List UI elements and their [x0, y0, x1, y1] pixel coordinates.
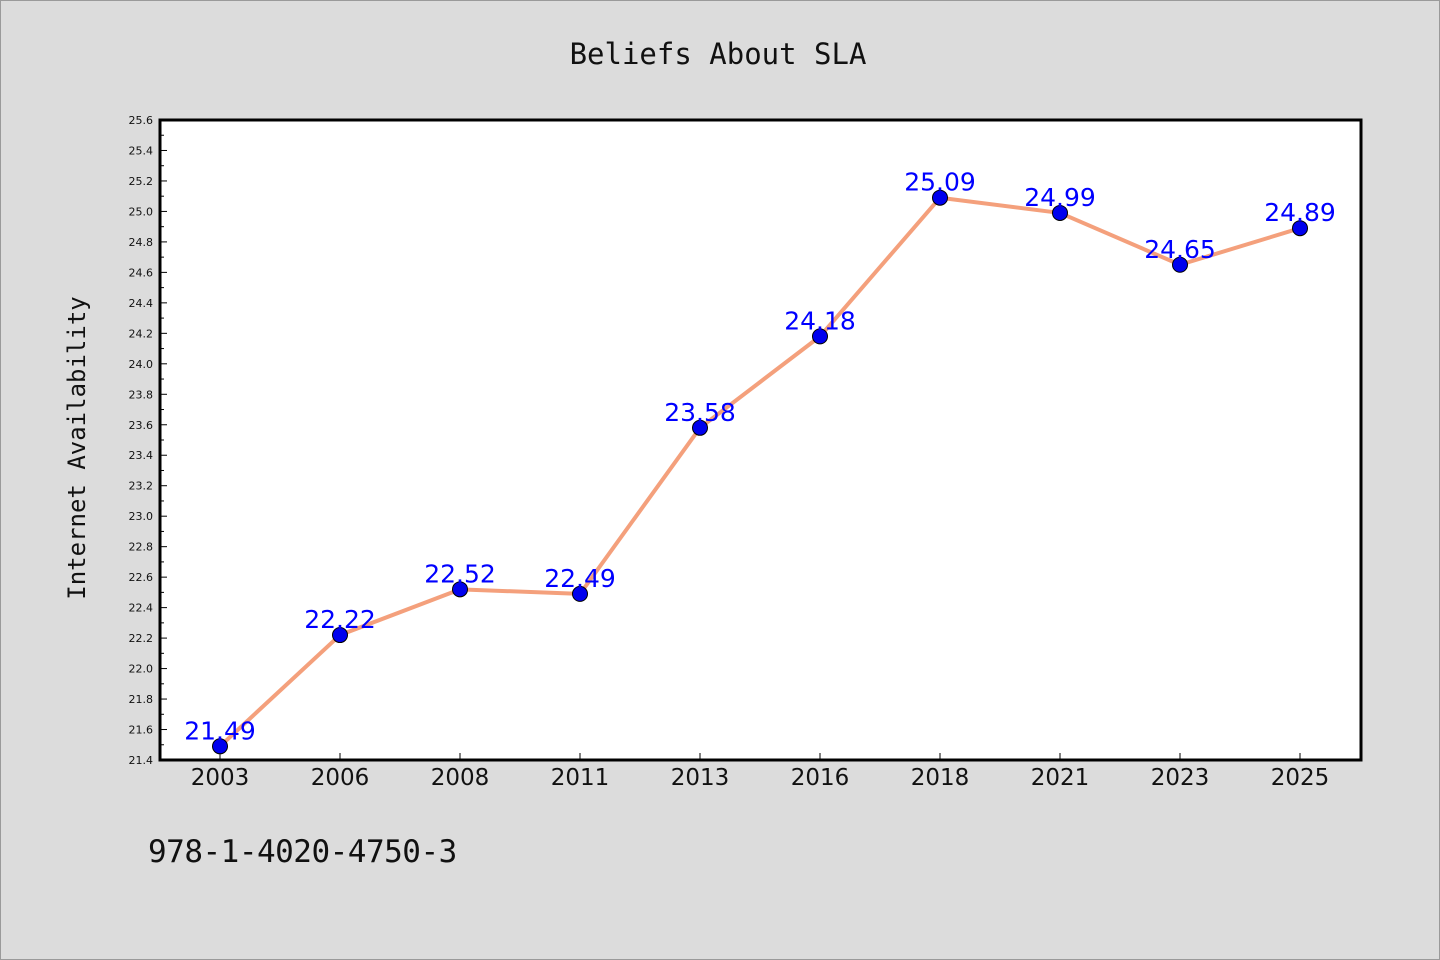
y-axis: 21.4 21.6 21.8 22.0 22.2 22.4 22.6 22.8 23.0 23.2…: [129, 114, 167, 767]
data-label: 22.49: [544, 564, 616, 593]
data-label: 21.49: [184, 716, 256, 745]
y-axis-label: Internet Availability: [63, 296, 91, 599]
y-tick-label: 22.2: [129, 632, 154, 645]
isbn-caption: 978-1-4020-4750-3: [148, 834, 457, 870]
y-tick-label: 23.6: [129, 419, 154, 432]
x-tick-label: 2023: [1151, 765, 1210, 791]
y-tick-label: 22.8: [129, 541, 154, 554]
data-label: 24.89: [1264, 198, 1336, 227]
data-label: 22.22: [304, 605, 376, 634]
data-point: [572, 585, 588, 602]
y-tick-label: 22.0: [129, 663, 154, 676]
y-tick-label: 22.4: [129, 602, 154, 615]
y-tick-label: 21.6: [129, 724, 154, 737]
data-point: [332, 627, 348, 644]
x-tick-label: 2006: [311, 765, 370, 791]
x-tick-label: 2018: [911, 765, 970, 791]
data-point: [812, 328, 828, 345]
x-tick-label: 2025: [1271, 765, 1330, 791]
x-tick-label: 2011: [551, 765, 610, 791]
markers-group: [212, 189, 1308, 755]
y-tick-label: 23.0: [129, 510, 154, 523]
y-tick-label: 24.4: [129, 297, 154, 310]
y-tick-label: 21.8: [129, 693, 154, 706]
y-tick-label: 24.6: [129, 266, 154, 279]
x-tick-label: 2013: [671, 765, 730, 791]
data-point: [1052, 204, 1068, 221]
data-point: [692, 419, 708, 436]
y-tick-label: 23.2: [129, 480, 154, 493]
y-tick-label: 25.0: [129, 205, 154, 218]
x-tick-label: 2016: [791, 765, 850, 791]
y-tick-label: 23.8: [129, 388, 154, 401]
data-label: 22.52: [424, 559, 496, 588]
y-tick-label: 24.8: [129, 236, 154, 249]
x-tick-label: 2003: [191, 765, 250, 791]
data-point: [452, 581, 468, 598]
data-label: 25.09: [904, 168, 976, 197]
y-tick-label: 24.0: [129, 358, 154, 371]
y-tick-label: 22.6: [129, 571, 154, 584]
y-tick-label: 25.4: [129, 144, 154, 157]
y-tick-label: 23.4: [129, 449, 154, 462]
data-point: [212, 738, 228, 755]
data-label: 24.18: [784, 306, 856, 335]
x-axis: 2003 2006 2008 2011 2013 2016 2018 2021 2023 2025: [191, 753, 1330, 791]
data-labels-group: 21.49 22.22 22.52 22.49 23.58 24.18 25.09 24.99…: [184, 168, 1336, 746]
data-label: 23.58: [664, 398, 736, 427]
data-point: [932, 189, 948, 206]
x-tick-label: 2008: [431, 765, 490, 791]
data-label: 24.99: [1024, 183, 1096, 212]
y-tick-label: 25.6: [129, 114, 154, 127]
data-label: 24.65: [1144, 235, 1216, 264]
plot-area: [158, 118, 1363, 762]
series-line-group: [218, 195, 1302, 749]
y-tick-label: 21.4: [129, 754, 154, 767]
chart-title: Beliefs About SLA: [570, 37, 867, 71]
y-tick-label: 24.2: [129, 327, 154, 340]
data-point: [1292, 220, 1308, 237]
x-tick-label: 2021: [1031, 765, 1090, 791]
y-tick-label: 25.2: [129, 175, 154, 188]
series-line: [218, 195, 1302, 749]
data-point: [1172, 256, 1188, 273]
